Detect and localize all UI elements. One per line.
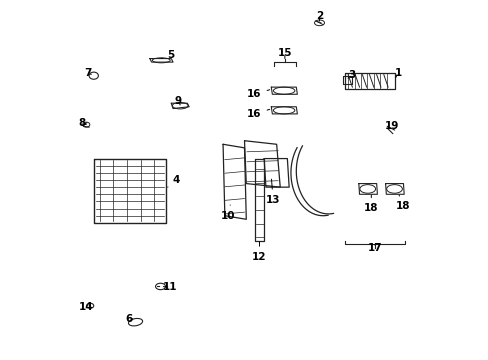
Text: 11: 11 (163, 282, 178, 292)
Text: 16: 16 (246, 109, 269, 119)
Text: 9: 9 (175, 96, 182, 107)
Text: 10: 10 (221, 205, 235, 221)
Text: 16: 16 (246, 89, 269, 99)
Text: 15: 15 (277, 48, 291, 59)
Text: 5: 5 (161, 50, 175, 60)
Text: 8: 8 (79, 118, 86, 128)
Text: 1: 1 (394, 68, 401, 78)
Text: 14: 14 (79, 302, 94, 312)
Text: 12: 12 (252, 242, 266, 262)
Text: 3: 3 (347, 69, 355, 80)
Text: 7: 7 (84, 68, 92, 78)
Text: 19: 19 (384, 121, 398, 131)
Text: 18: 18 (364, 195, 378, 213)
Text: 6: 6 (125, 314, 133, 324)
Text: 13: 13 (265, 179, 280, 204)
Text: 2: 2 (315, 11, 323, 21)
Text: 17: 17 (367, 243, 382, 253)
Text: 4: 4 (167, 175, 180, 187)
Text: 18: 18 (395, 195, 410, 211)
